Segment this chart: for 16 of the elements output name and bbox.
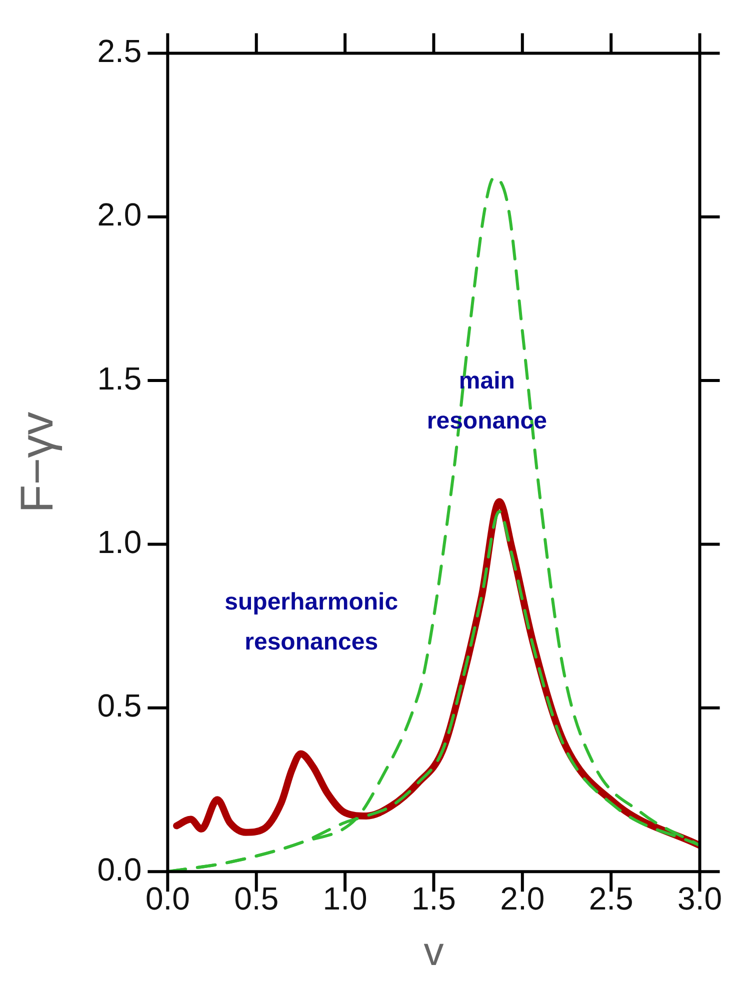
y-tick-label: 2.5: [97, 33, 142, 70]
x-tick-label: 0.0: [145, 880, 190, 917]
y-tick-label: 2.0: [97, 196, 142, 233]
y-tick-label: 1.0: [97, 524, 142, 560]
y-tick-label: 0.5: [97, 688, 142, 724]
x-tick-label: 1.5: [411, 880, 456, 917]
y-axis-title: F−γv: [10, 412, 62, 513]
y-tick-label: 1.5: [97, 360, 142, 396]
x-tick-label: 1.0: [322, 880, 368, 917]
x-tick-label: 2.5: [588, 880, 634, 917]
x-tick-label: 2.0: [500, 880, 545, 917]
annotation: superharmonic resonances: [224, 588, 398, 656]
x-axis-title: v: [424, 930, 444, 974]
y-tick-label: 0.0: [97, 851, 142, 888]
x-tick-label: 0.5: [234, 880, 279, 917]
x-tick-label: 3.0: [678, 880, 722, 917]
